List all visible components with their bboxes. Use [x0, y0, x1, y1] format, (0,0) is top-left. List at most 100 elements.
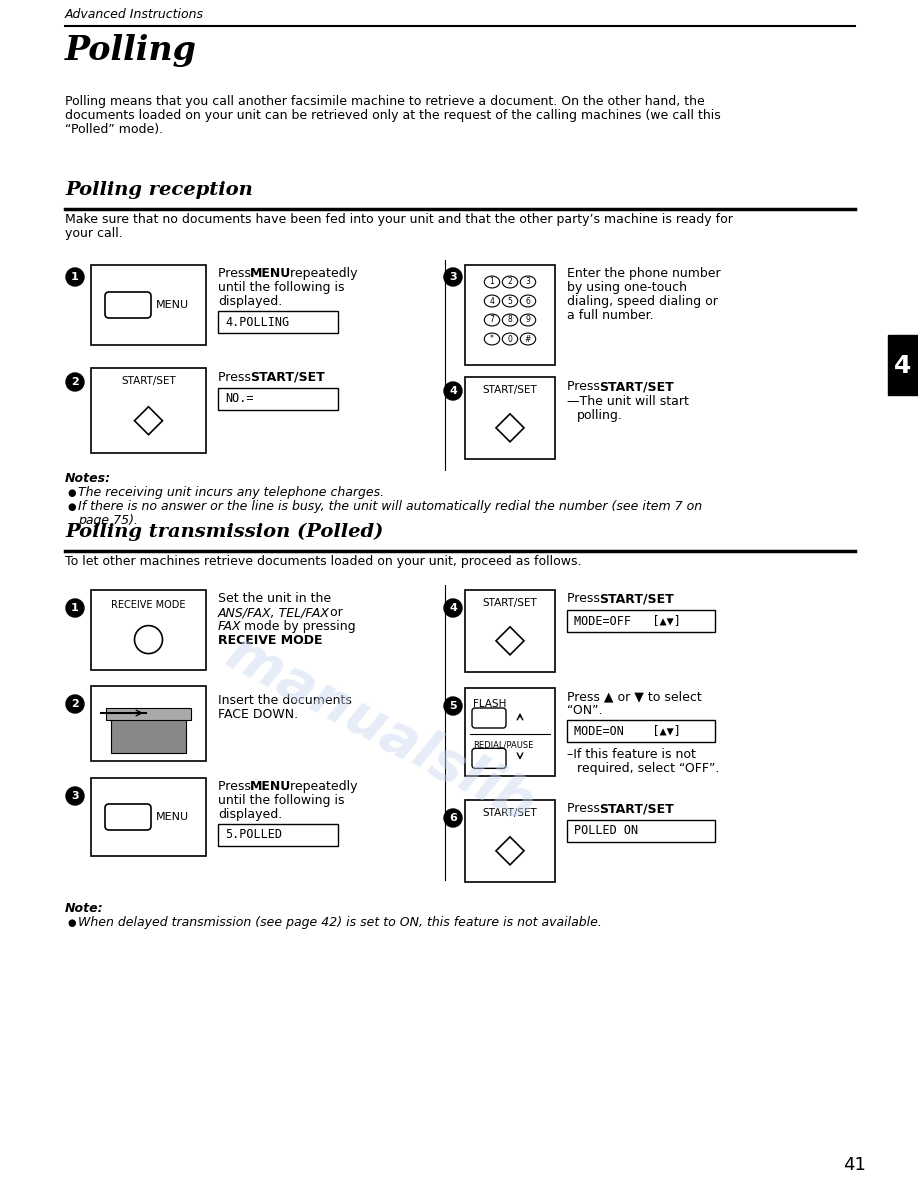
Text: 7: 7: [489, 316, 495, 324]
Text: RECEIVE MODE: RECEIVE MODE: [111, 600, 185, 609]
Text: START/SET: START/SET: [599, 802, 674, 815]
Bar: [567, 820, 715, 842]
Circle shape: [444, 383, 462, 400]
Text: 1: 1: [489, 278, 495, 286]
Circle shape: [66, 695, 84, 713]
Text: .: .: [667, 802, 671, 815]
Bar: [218, 824, 338, 846]
Text: Press ▲ or ▼ to select: Press ▲ or ▼ to select: [567, 690, 701, 703]
Bar: [465, 265, 555, 365]
Text: Enter the phone number: Enter the phone number: [567, 267, 721, 280]
Bar: [91, 590, 206, 670]
Text: by using one-touch: by using one-touch: [567, 282, 687, 293]
Text: Polling: Polling: [65, 34, 197, 67]
Text: dialing, speed dialing or: dialing, speed dialing or: [567, 295, 718, 308]
Text: START/SET: START/SET: [483, 598, 537, 608]
Bar: [91, 778, 206, 857]
Text: RECEIVE MODE: RECEIVE MODE: [218, 634, 322, 647]
Text: .: .: [318, 371, 322, 384]
Text: page 75).: page 75).: [78, 514, 138, 527]
Text: Note:: Note:: [65, 902, 104, 915]
Text: Notes:: Notes:: [65, 472, 111, 485]
Text: “Polled” mode).: “Polled” mode).: [65, 124, 163, 135]
Text: When delayed transmission (see page 42) is set to ON, this feature is not availa: When delayed transmission (see page 42) …: [78, 916, 602, 929]
Text: NO.=: NO.=: [225, 392, 253, 405]
Text: 8: 8: [508, 316, 512, 324]
Bar: [111, 718, 186, 753]
Text: 1: 1: [71, 604, 79, 613]
Bar: [465, 590, 555, 672]
Bar: [218, 311, 338, 333]
Text: —The unit will start: —The unit will start: [567, 394, 688, 407]
Text: Press: Press: [567, 802, 604, 815]
Bar: [106, 708, 191, 720]
Text: 6: 6: [449, 813, 457, 823]
Bar: [567, 609, 715, 632]
Text: 2: 2: [71, 699, 79, 709]
Text: .: .: [667, 380, 671, 393]
Text: your call.: your call.: [65, 227, 123, 240]
Text: or: or: [326, 606, 342, 619]
Text: START/SET: START/SET: [483, 385, 537, 394]
Text: 9: 9: [526, 316, 531, 324]
Text: ANS/FAX, TEL/FAX: ANS/FAX, TEL/FAX: [218, 606, 330, 619]
Text: Press: Press: [567, 380, 604, 393]
Text: START/SET: START/SET: [250, 371, 325, 384]
Text: 3: 3: [449, 272, 457, 282]
Text: Set the unit in the: Set the unit in the: [218, 592, 331, 605]
Text: If there is no answer or the line is busy, the unit will automatically redial th: If there is no answer or the line is bus…: [78, 500, 702, 513]
Bar: [465, 800, 555, 881]
Text: displayed.: displayed.: [218, 808, 282, 821]
Circle shape: [66, 786, 84, 805]
Text: Press: Press: [567, 592, 604, 605]
Text: 4.POLLING: 4.POLLING: [225, 316, 289, 329]
Text: POLLED ON: POLLED ON: [574, 824, 638, 838]
Bar: [567, 720, 715, 742]
Text: 4: 4: [449, 604, 457, 613]
Text: 2: 2: [71, 377, 79, 387]
Bar: [91, 368, 206, 453]
Text: START/SET: START/SET: [483, 808, 537, 819]
Text: START/SET: START/SET: [599, 592, 674, 605]
Text: MODE=ON    [▲▼]: MODE=ON [▲▼]: [574, 725, 681, 738]
Text: .: .: [667, 592, 671, 605]
Circle shape: [444, 809, 462, 827]
Text: 4: 4: [489, 297, 495, 305]
Text: START/SET: START/SET: [599, 380, 674, 393]
Text: ●: ●: [67, 503, 75, 512]
Text: 5.POLLED: 5.POLLED: [225, 828, 282, 841]
Text: FACE DOWN.: FACE DOWN.: [218, 708, 298, 721]
Bar: [465, 688, 555, 776]
Text: Press: Press: [218, 267, 255, 280]
Text: MENU: MENU: [156, 813, 189, 822]
Text: 5: 5: [508, 297, 512, 305]
Text: 2: 2: [508, 278, 512, 286]
Bar: [91, 685, 206, 762]
Circle shape: [66, 373, 84, 391]
Text: Press: Press: [218, 371, 255, 384]
Circle shape: [444, 697, 462, 715]
Text: manualslib: manualslib: [217, 626, 543, 834]
Circle shape: [66, 599, 84, 617]
Text: 3: 3: [72, 791, 79, 801]
Text: .: .: [302, 634, 306, 647]
Text: FAX: FAX: [218, 620, 241, 633]
Text: repeatedly: repeatedly: [286, 267, 357, 280]
Text: 4: 4: [894, 354, 912, 378]
Text: 41: 41: [844, 1156, 867, 1174]
Text: Make sure that no documents have been fed into your unit and that the other part: Make sure that no documents have been fe…: [65, 213, 733, 226]
Circle shape: [66, 268, 84, 286]
Circle shape: [444, 599, 462, 617]
Text: MENU: MENU: [250, 781, 291, 794]
Text: MENU: MENU: [156, 301, 189, 310]
Text: Press: Press: [218, 781, 255, 794]
Text: displayed.: displayed.: [218, 295, 282, 308]
Bar: [91, 265, 206, 345]
Text: a full number.: a full number.: [567, 309, 654, 322]
Bar: [888, 335, 918, 394]
Text: until the following is: until the following is: [218, 282, 344, 293]
Text: 6: 6: [526, 297, 531, 305]
Text: REDIAL/PAUSE: REDIAL/PAUSE: [473, 740, 533, 750]
Text: 3: 3: [526, 278, 531, 286]
Text: polling.: polling.: [577, 409, 623, 422]
